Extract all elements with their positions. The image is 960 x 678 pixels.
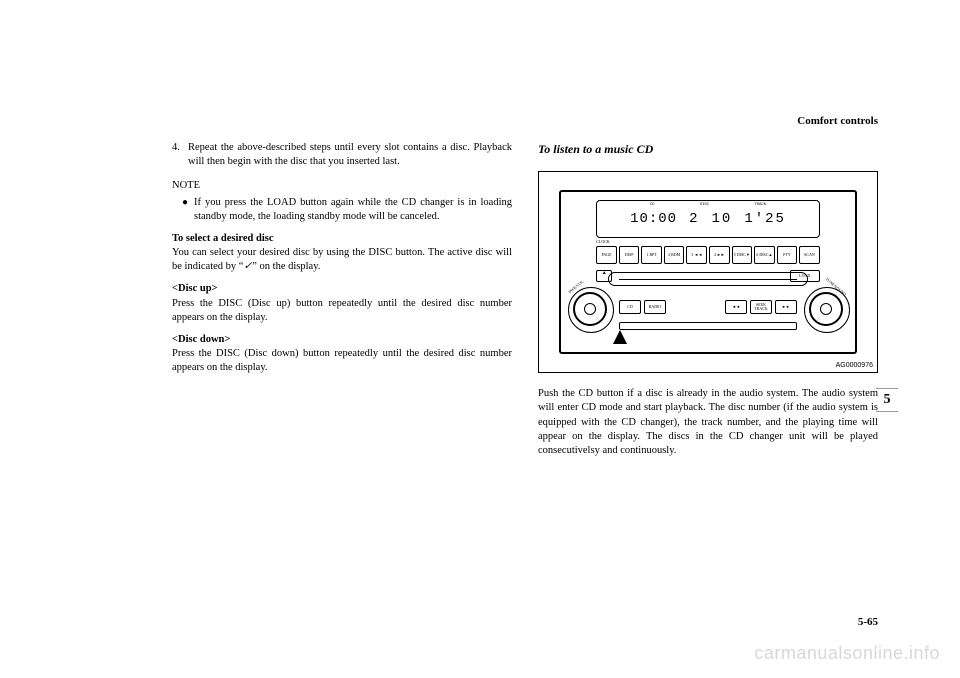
select-disc-heading: To select a desired disc [172,232,512,246]
btn-seek-label: SEEK TRACK [750,300,772,314]
step-4: 4. Repeat the above-described steps unti… [172,141,512,169]
lower-right-buttons: ◄◄ SEEK TRACK ►► [725,300,797,314]
display-track: 10 [712,210,733,229]
step-4-number: 4. [172,141,188,169]
left-column: 4. Repeat the above-described steps unti… [172,141,512,466]
knob-inner [584,303,596,315]
listen-cd-text: Push the CD button if a disc is already … [538,387,878,458]
btn-cd: CD [619,300,641,314]
btn-2: 2 RDM [664,246,685,264]
disc-up-text: Press the DISC (Disc up) button repeated… [172,297,512,325]
radio-display: CD DISC TRACK 10:00 2 10 1'25 [596,200,819,238]
watermark: carmanualsonline.info [754,643,940,664]
label-track: TRACK [754,203,766,208]
clock-label: CLOCK [596,239,610,244]
arrow-icon [613,330,627,344]
button-row: PAGE DISP 1 RPT 2 RDM 3 ◄◄ 4 ►► 5 DISC▼ … [596,246,819,264]
page-header: Comfort controls [797,115,878,127]
manual-page: Comfort controls 4. Repeat the above-des… [0,0,960,678]
btn-seek-prev: ◄◄ [725,300,747,314]
left-knob [573,292,607,326]
right-knob [809,292,843,326]
disc-up-heading: <Disc up> [172,282,512,296]
step-4-text: Repeat the above-described steps until e… [188,141,512,169]
btn-4: 4 ►► [709,246,730,264]
bottom-trim [619,322,797,330]
check-icon: ✓ [243,261,252,272]
listen-cd-title: To listen to a music CD [538,141,878,157]
display-labels: CD DISC TRACK [597,203,818,208]
image-id: AG0000976 [836,361,873,370]
display-playtime: 1'25 [744,210,786,229]
radio-diagram: CD DISC TRACK 10:00 2 10 1'25 CLOCK PAGE… [538,171,878,373]
note-bullet: ● If you press the LOAD button again whi… [172,196,512,224]
select-text-b: ” on the display. [252,261,320,272]
btn-scan: SCAN [799,246,820,264]
btn-6: 6 DISC▲ [754,246,775,264]
btn-1: 1 RPT [641,246,662,264]
disc-down-text: Press the DISC (Disc down) button repeat… [172,347,512,375]
lower-left-buttons: CD RADIO [619,300,666,314]
btn-disp: DISP [619,246,640,264]
btn-5: 5 DISC▼ [732,246,753,264]
select-disc-text: You can select your desired disc by usin… [172,246,512,274]
bullet-icon: ● [182,196,194,224]
radio-faceplate: CD DISC TRACK 10:00 2 10 1'25 CLOCK PAGE… [559,190,857,354]
btn-page: PAGE [596,246,617,264]
label-disc: DISC [700,203,710,208]
note-label: NOTE [172,179,512,193]
display-time: 10:00 [630,210,677,229]
btn-radio: RADIO [644,300,666,314]
chapter-tab: 5 [876,388,898,412]
knob-inner [820,303,832,315]
label-cd: CD [650,203,655,208]
display-disc: 2 [689,210,699,229]
disc-down-heading: <Disc down> [172,333,512,347]
right-column: To listen to a music CD CD DISC TRACK 10… [538,141,878,466]
cd-slot [608,272,808,286]
btn-seek-next: ►► [775,300,797,314]
btn-pty: PTY [777,246,798,264]
two-columns: 4. Repeat the above-described steps unti… [172,141,878,466]
btn-3: 3 ◄◄ [686,246,707,264]
page-number: 5-65 [858,616,878,628]
note-bullet-text: If you press the LOAD button again while… [194,196,512,224]
select-text-a: You can select your desired disc by usin… [172,247,512,272]
